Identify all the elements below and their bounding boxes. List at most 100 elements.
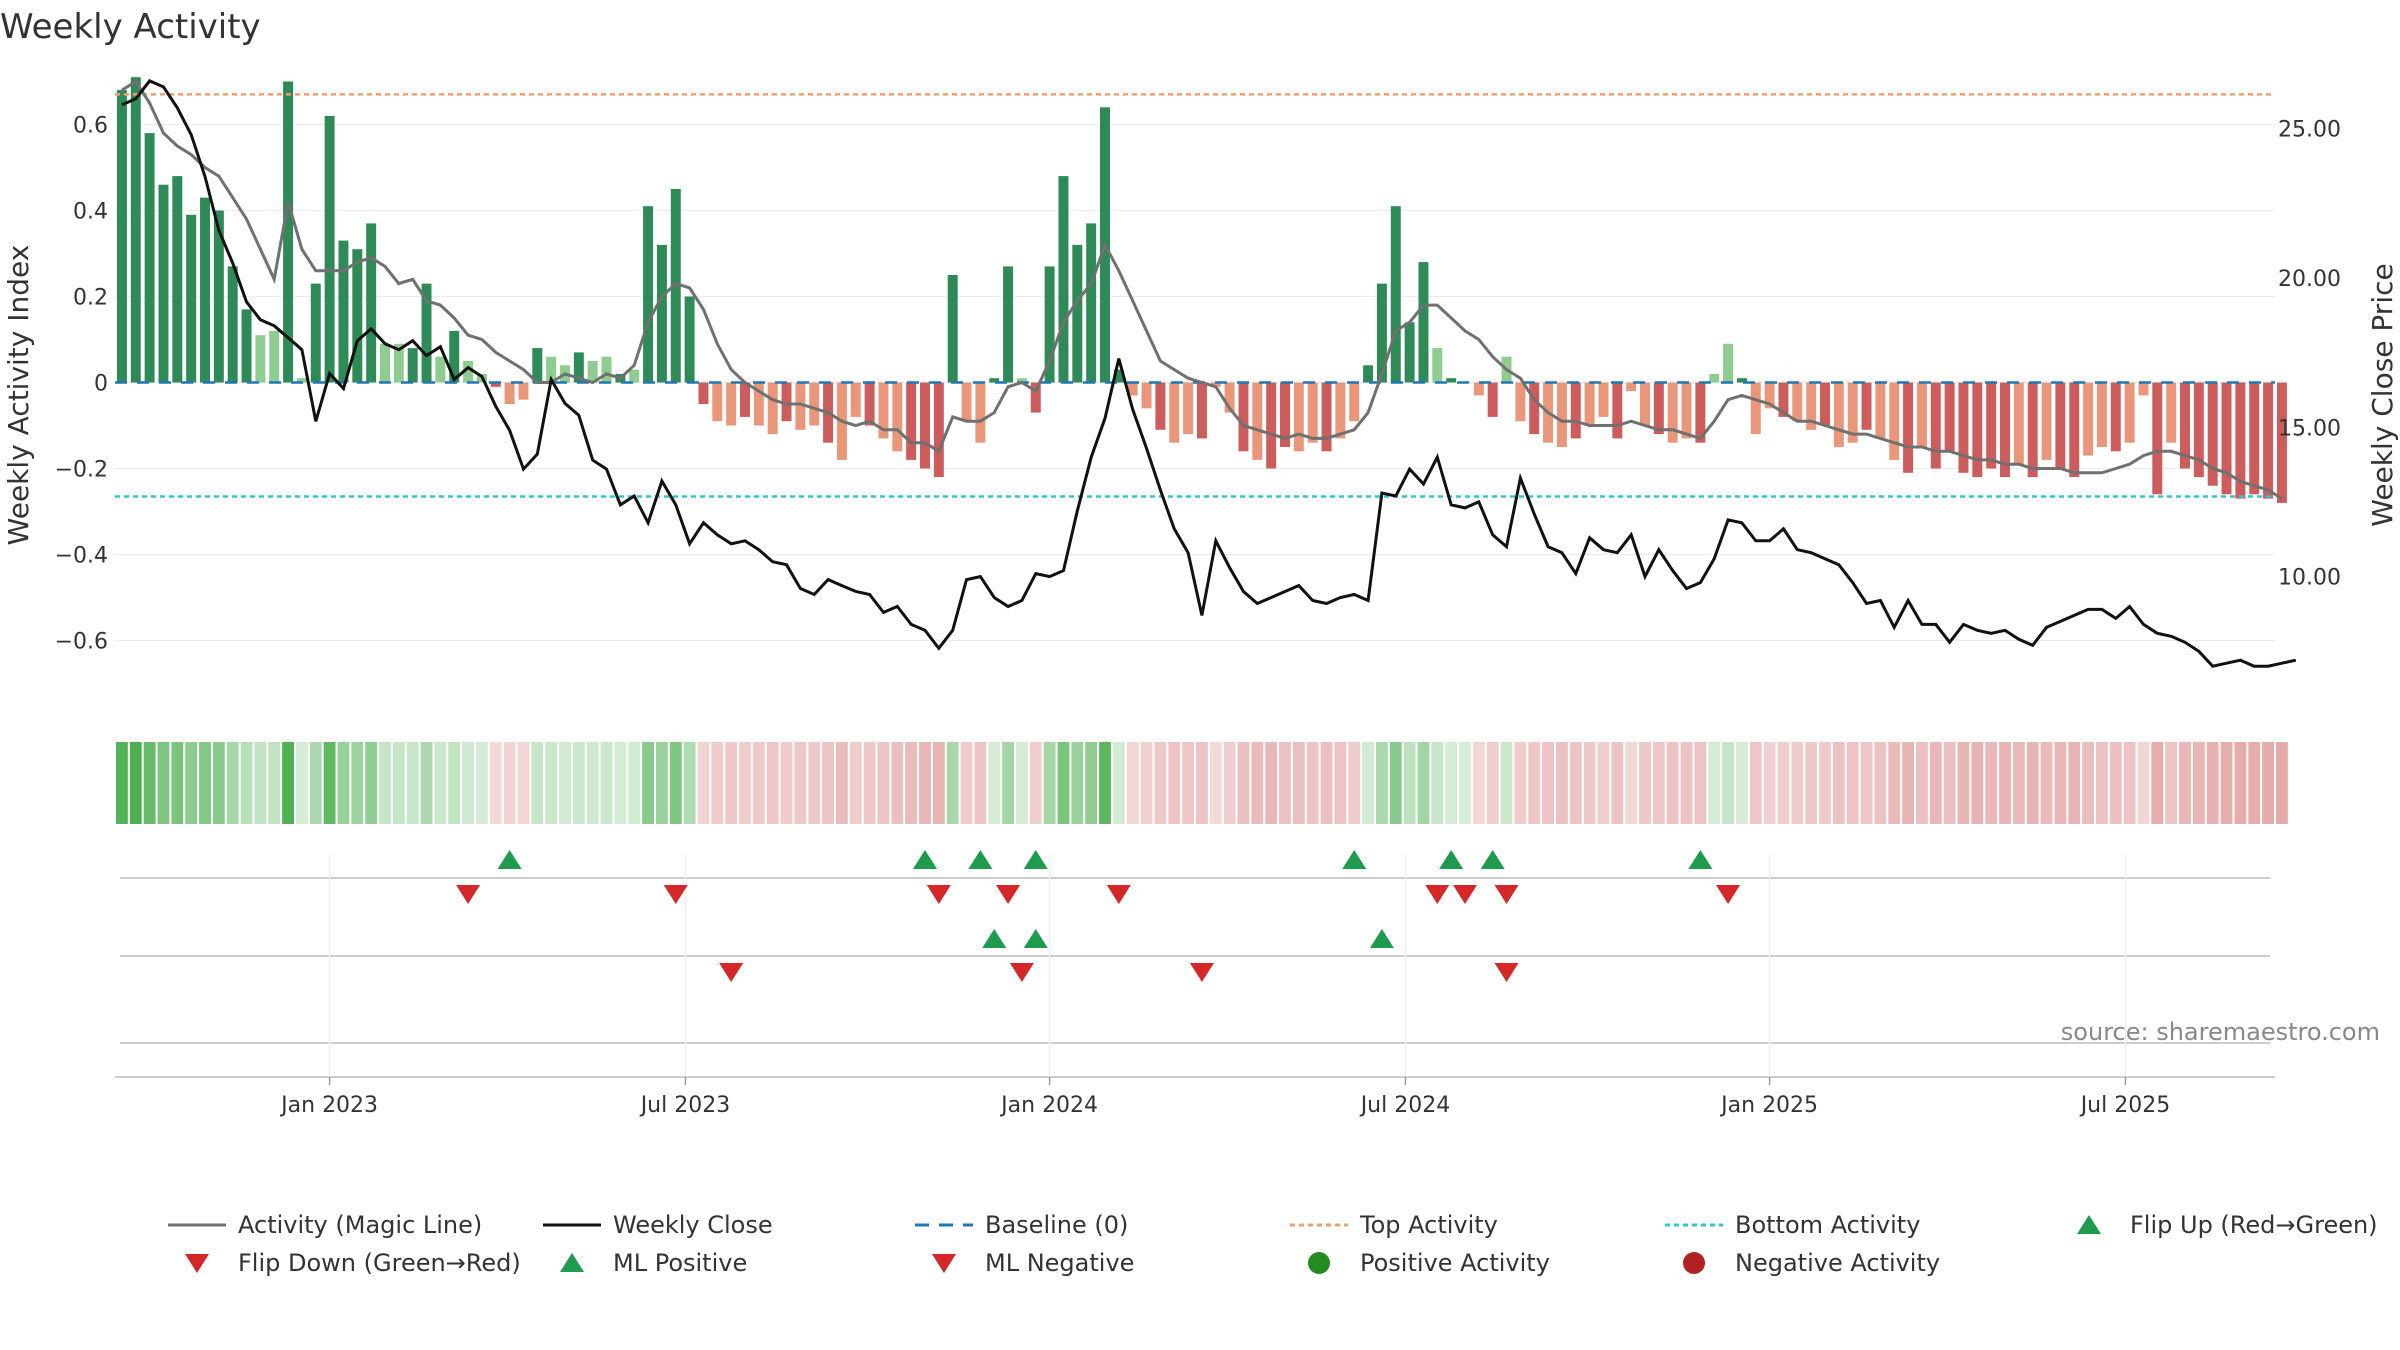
activity-bar (546, 356, 557, 383)
strip-cell (2137, 742, 2150, 824)
strip-cell (1472, 742, 1485, 824)
activity-bar (753, 382, 764, 426)
strip-cell (351, 742, 364, 824)
activity-bar (1280, 382, 1290, 447)
legend-item: Positive Activity (1308, 1249, 1550, 1277)
ml-positive-marker (982, 929, 1007, 948)
source-note: source: sharemaestro.com (2061, 1018, 2380, 1046)
activity-bar (1418, 262, 1429, 383)
activity-bar (2249, 382, 2260, 495)
strip-cell (1542, 742, 1554, 824)
activity-bar (1473, 382, 1484, 396)
strip-cell (697, 742, 710, 824)
legend-label: Activity (Magic Line) (238, 1211, 482, 1239)
left-axis-label: Weekly Activity Index (2, 245, 35, 546)
activity-bars (116, 77, 2287, 503)
activity-bar (1404, 322, 1415, 383)
strip-cell (711, 742, 724, 824)
strip-cell (462, 742, 474, 824)
strip-cell (2192, 742, 2205, 824)
strip-cell (1168, 742, 1181, 824)
strip-cell (891, 742, 904, 824)
activity-bar (1875, 382, 1886, 439)
ml-positive-marker (1023, 929, 1048, 948)
strip-cell (1680, 742, 1693, 824)
strip-cell (2179, 742, 2191, 824)
flip-down-marker (996, 885, 1021, 904)
strip-cell (545, 742, 558, 824)
right-axis-label: Weekly Close Price (2366, 263, 2399, 526)
activity-bar (1986, 382, 1997, 469)
strip-cell (572, 742, 585, 824)
flip-up-marker (1688, 850, 1713, 869)
activity-bar (1169, 382, 1180, 443)
legend-swatch (1308, 1252, 1330, 1274)
activity-bar (1972, 382, 1983, 478)
strip-cell (1002, 742, 1014, 824)
activity-bar (2263, 382, 2274, 499)
strip-cell (752, 742, 765, 824)
strip-cell (2220, 742, 2233, 824)
left-tick-label: −0.2 (55, 458, 108, 483)
strip-cell (296, 742, 308, 824)
activity-bar (1667, 382, 1678, 443)
strip-cell (1929, 742, 1942, 824)
strip-cell (669, 742, 682, 824)
strip-cell (849, 742, 862, 824)
strip-cell (822, 742, 834, 824)
strip-cell (932, 742, 945, 824)
right-tick-label: 10.00 (2278, 566, 2341, 591)
strip-cell (1403, 742, 1416, 824)
activity-bar (1626, 382, 1637, 392)
strip-cell (129, 742, 142, 824)
strip-cell (1860, 742, 1873, 824)
activity-bar (338, 240, 349, 383)
strip-cell (1652, 742, 1665, 824)
activity-bar (1847, 382, 1858, 443)
flip-down-marker (456, 885, 481, 904)
activity-bar (2041, 382, 2052, 460)
strip-cell (1486, 742, 1499, 824)
activity-bar (504, 382, 515, 404)
activity-bar (1321, 382, 1332, 452)
legend-item: ML Negative (932, 1249, 1134, 1277)
left-tick-label: −0.4 (55, 544, 108, 569)
flip-up-marker (913, 850, 937, 869)
activity-bar (449, 330, 460, 383)
right-tick-label: 25.00 (2278, 118, 2341, 143)
strip-cell (309, 742, 322, 824)
strip-cell (420, 742, 433, 824)
activity-bar (1640, 382, 1650, 426)
strip-cell (392, 742, 405, 824)
activity-bar (2000, 382, 2010, 478)
legend-item: Baseline (0) (915, 1211, 1128, 1239)
legend-swatch (2077, 1215, 2101, 1234)
activity-bar (906, 382, 917, 460)
activity-bar (1183, 382, 1194, 435)
magic-line (121, 79, 2283, 500)
legend-label: ML Negative (985, 1249, 1134, 1277)
strip-cell (503, 742, 516, 824)
activity-bar (601, 356, 612, 383)
activity-bar (1695, 382, 1706, 443)
strip-cell (1292, 742, 1305, 824)
activity-bar (2069, 382, 2080, 478)
activity-bar (1930, 382, 1941, 469)
activity-bar (629, 369, 640, 383)
legend-label: ML Positive (613, 1249, 747, 1277)
activity-bar (1584, 382, 1595, 426)
strip-cell (212, 742, 225, 824)
activity-bar (850, 382, 861, 417)
activity-bar (1044, 266, 1055, 383)
strip-cell (1943, 742, 1956, 824)
strip-cell (1320, 742, 1333, 824)
activity-bar (587, 361, 598, 383)
strip-cell (1182, 742, 1194, 824)
strip-cell (905, 742, 918, 824)
strip-cell (1569, 742, 1582, 824)
activity-bar (227, 266, 238, 383)
legend-label: Negative Activity (1735, 1249, 1940, 1277)
flip-down-marker (1494, 885, 1519, 904)
strip-cell (559, 742, 571, 824)
activity-bar (1709, 373, 1720, 383)
